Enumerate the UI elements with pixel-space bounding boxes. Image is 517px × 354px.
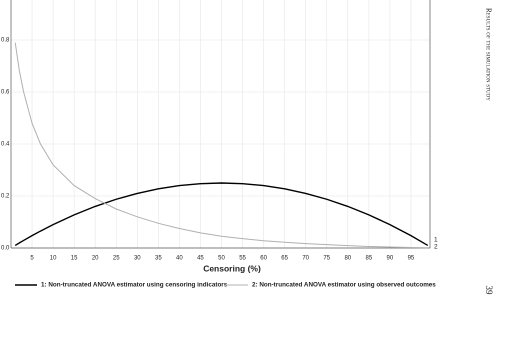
x-tick-label: 90 [387, 256, 394, 262]
x-tick-label: 60 [260, 256, 267, 262]
x-tick-label: 80 [344, 256, 351, 262]
legend-label: 1: Non-truncated ANOVA estimator using c… [41, 282, 228, 289]
x-tick-label: 70 [302, 256, 309, 262]
x-tick-label: 5 [30, 256, 34, 262]
page-number: 39 [484, 286, 494, 296]
y-tick-label: 0.4 [1, 142, 10, 148]
x-tick-label: 50 [218, 256, 225, 262]
x-axis-title: Censoring (%) [203, 263, 261, 273]
series-end-label: 2 [434, 244, 438, 251]
x-tick-label: 65 [281, 256, 288, 262]
series-line [14, 42, 428, 249]
x-tick-label: 75 [323, 256, 330, 262]
x-tick-label: 40 [176, 256, 183, 262]
x-tick-label: 85 [366, 256, 373, 262]
y-tick-label: 0.2 [1, 194, 10, 200]
x-tick-label: 20 [92, 256, 99, 262]
x-tick-label: 25 [113, 256, 120, 262]
x-tick-label: 45 [197, 256, 204, 262]
y-tick-label: 0.6 [1, 90, 10, 96]
x-tick-label: 10 [50, 256, 57, 262]
y-tick-label: 0.8 [1, 38, 10, 44]
series-end-label: 1 [434, 237, 438, 244]
legend-label: 2: Non-truncated ANOVA estimator using o… [252, 282, 436, 289]
x-tick-label: 30 [134, 256, 141, 262]
series-line [14, 182, 429, 247]
x-tick-label: 55 [239, 256, 246, 262]
x-tick-label: 15 [71, 256, 78, 262]
x-tick-label: 95 [408, 256, 415, 262]
y-tick-label: 0.0 [1, 246, 10, 252]
x-tick-label: 35 [155, 256, 162, 262]
running-head: Results of the simulation study [484, 8, 492, 101]
